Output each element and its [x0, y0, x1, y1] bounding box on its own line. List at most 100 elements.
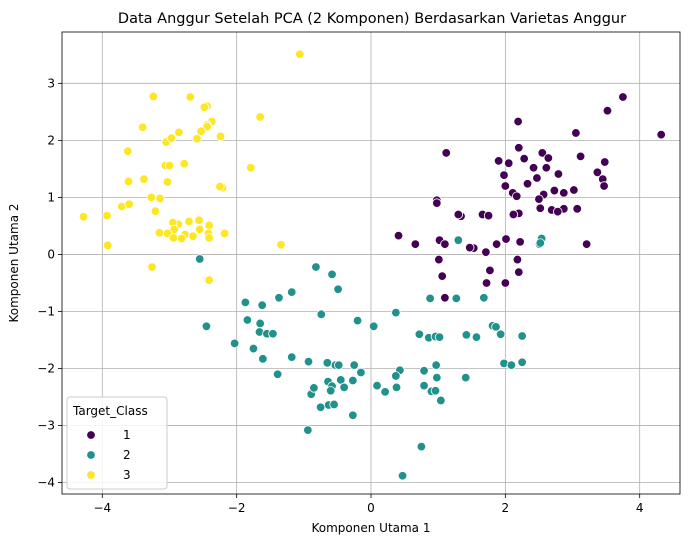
- data-point-class-2: [436, 395, 446, 406]
- data-point-class-1: [500, 278, 511, 288]
- data-point-class-3: [176, 233, 187, 244]
- y-tick-label: −2: [37, 362, 55, 376]
- data-point-class-2: [391, 307, 401, 318]
- data-point-class-1: [532, 173, 542, 183]
- data-point-class-1: [410, 239, 421, 249]
- data-point-class-2: [272, 369, 283, 379]
- data-point-class-3: [137, 122, 148, 132]
- data-point-class-2: [327, 269, 337, 280]
- data-point-class-1: [599, 181, 609, 191]
- data-point-class-3: [255, 112, 265, 122]
- data-point-class-3: [295, 49, 305, 59]
- data-point-class-1: [537, 148, 547, 158]
- data-point-class-3: [199, 102, 210, 112]
- data-point-class-3: [168, 233, 179, 243]
- data-point-class-2: [201, 321, 212, 332]
- data-point-class-3: [204, 220, 214, 231]
- data-point-class-2: [432, 372, 442, 383]
- data-point-class-1: [481, 247, 491, 257]
- data-point-class-1: [575, 151, 586, 162]
- x-tick-label: −4: [93, 501, 111, 515]
- data-point-class-3: [146, 192, 157, 203]
- data-point-class-1: [569, 185, 579, 195]
- data-point-class-2: [339, 382, 349, 393]
- data-point-class-1: [519, 153, 529, 164]
- data-point-class-2: [311, 262, 321, 272]
- data-point-class-3: [162, 177, 173, 187]
- data-point-class-1: [592, 167, 603, 178]
- data-point-class-2: [372, 380, 382, 391]
- data-point-class-2: [348, 375, 358, 386]
- data-point-class-2: [517, 357, 527, 367]
- data-point-class-3: [215, 181, 225, 192]
- data-point-class-1: [553, 169, 564, 179]
- y-tick-label: −4: [37, 476, 55, 490]
- data-point-class-1: [515, 237, 525, 247]
- data-point-class-3: [195, 224, 205, 235]
- data-point-class-3: [192, 133, 202, 144]
- data-point-class-1: [541, 163, 552, 173]
- data-point-class-3: [174, 127, 184, 138]
- data-point-class-3: [148, 91, 159, 102]
- data-point-class-3: [194, 215, 204, 225]
- data-point-class-2: [309, 383, 319, 393]
- data-point-class-2: [303, 356, 314, 367]
- x-tick-label: 2: [502, 501, 510, 515]
- data-point-class-1: [481, 278, 492, 288]
- data-point-class-1: [432, 198, 442, 208]
- data-point-class-1: [440, 239, 450, 249]
- legend-label-class-1: 1: [123, 428, 131, 442]
- data-point-class-3: [215, 131, 226, 142]
- data-point-class-3: [102, 240, 113, 251]
- data-point-class-2: [419, 366, 429, 376]
- data-point-class-1: [553, 206, 563, 217]
- data-point-class-2: [258, 354, 268, 364]
- y-axis-label: Komponen Utama 2: [7, 203, 21, 322]
- data-point-class-3: [147, 262, 157, 272]
- data-point-class-1: [491, 239, 502, 249]
- data-point-class-1: [453, 209, 464, 220]
- data-point-class-1: [549, 185, 560, 196]
- data-point-class-3: [196, 126, 206, 136]
- data-point-class-3: [185, 92, 196, 102]
- data-point-class-1: [522, 179, 533, 189]
- data-point-class-3: [123, 176, 134, 187]
- data-point-class-2: [349, 360, 359, 370]
- data-point-class-3: [204, 275, 214, 285]
- data-point-class-1: [572, 204, 582, 214]
- legend-marker-class-1: [86, 430, 96, 440]
- data-point-class-1: [543, 153, 554, 163]
- data-point-class-2: [479, 293, 489, 303]
- data-point-class-1: [618, 92, 628, 102]
- scatter-points: [78, 49, 666, 481]
- data-point-class-2: [495, 329, 506, 339]
- data-point-class-2: [434, 332, 445, 342]
- data-point-class-1: [493, 156, 504, 166]
- data-point-class-2: [431, 360, 441, 370]
- y-tick-label: 2: [47, 133, 55, 147]
- data-point-class-1: [602, 106, 613, 116]
- data-point-class-1: [571, 128, 581, 138]
- y-tick-label: 0: [47, 247, 55, 261]
- data-point-class-3: [155, 193, 165, 204]
- data-point-class-2: [419, 380, 429, 391]
- y-tick-label: 3: [47, 76, 55, 90]
- data-point-class-3: [154, 228, 165, 238]
- data-point-class-2: [322, 358, 333, 368]
- data-point-class-2: [268, 329, 278, 339]
- data-point-class-3: [166, 133, 177, 143]
- data-point-class-1: [534, 194, 544, 204]
- data-point-class-1: [483, 210, 494, 221]
- data-point-class-2: [380, 387, 390, 397]
- data-point-class-3: [184, 216, 194, 227]
- data-point-class-1: [559, 188, 569, 198]
- data-point-class-2: [255, 318, 265, 329]
- data-point-class-2: [471, 332, 482, 342]
- data-point-class-2: [453, 235, 464, 245]
- data-point-class-2: [397, 471, 408, 481]
- data-point-class-1: [513, 116, 523, 127]
- data-point-class-3: [204, 233, 214, 243]
- data-point-class-2: [391, 382, 402, 393]
- data-point-class-2: [348, 410, 358, 420]
